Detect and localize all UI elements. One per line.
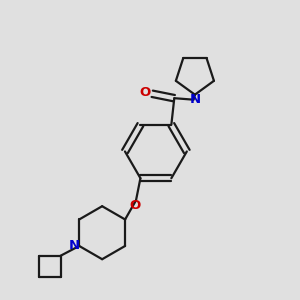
Text: N: N bbox=[68, 239, 80, 252]
Text: N: N bbox=[190, 93, 201, 106]
Text: O: O bbox=[130, 199, 141, 212]
Text: O: O bbox=[139, 86, 151, 99]
